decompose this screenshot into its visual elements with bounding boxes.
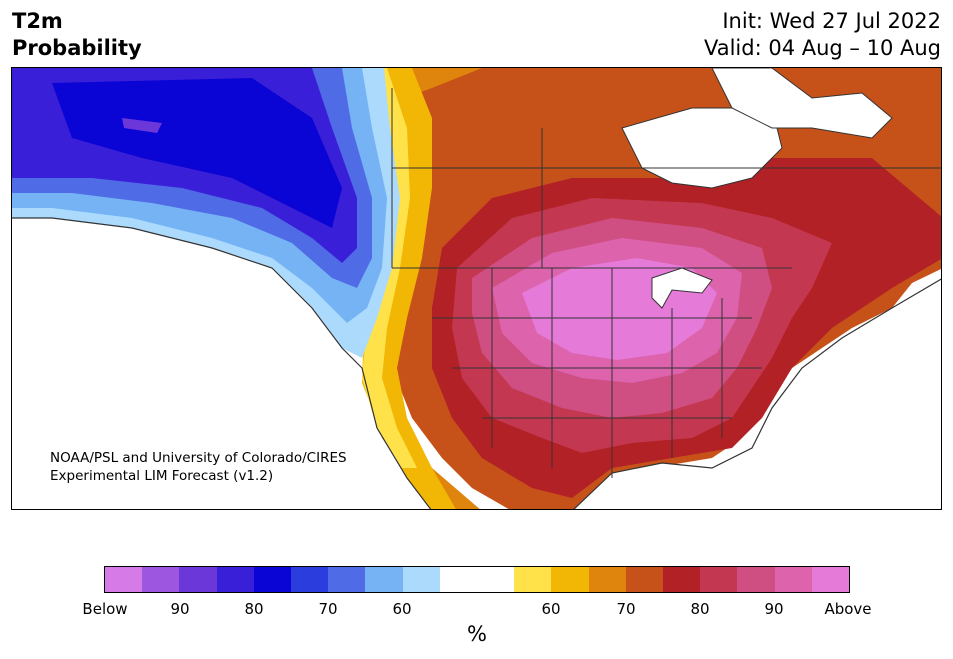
colorbar-swatch-18	[774, 567, 812, 592]
map-title: T2m Probability	[12, 8, 142, 62]
colorbar-swatch-10	[477, 567, 515, 592]
colorbar-swatch-12	[551, 567, 589, 592]
colorbar-swatch-4	[253, 567, 292, 592]
map-canvas	[12, 68, 941, 509]
credit-line-2: Experimental LIM Forecast (v1.2)	[50, 468, 274, 484]
colorbar-swatch-15	[663, 567, 701, 592]
colorbar-unit: %	[467, 622, 487, 646]
colorbar-swatch-14	[625, 567, 664, 592]
tick-label-70-above: 70	[616, 600, 636, 618]
colorbar-swatch-1	[142, 567, 180, 592]
tick-label-80-above: 80	[690, 600, 710, 618]
state-borders	[391, 88, 941, 478]
tick-label-above: Above	[824, 600, 872, 618]
colorbar-swatch-5	[291, 567, 329, 592]
init-date: Init: Wed 27 Jul 2022	[722, 9, 941, 33]
tick-label-60-below: 60	[392, 600, 412, 618]
title-line-2: Probability	[12, 36, 142, 60]
tick-label-90-above: 90	[764, 600, 784, 618]
tick-label-60-above: 60	[541, 600, 561, 618]
credit-text: NOAA/PSL and University of Colorado/CIRE…	[50, 449, 347, 485]
colorbar-swatch-11	[514, 567, 552, 592]
arctic-islands	[711, 68, 893, 139]
colorbar-swatch-8	[402, 567, 440, 592]
tick-label-70-below: 70	[318, 600, 338, 618]
colorbar-swatch-6	[328, 567, 366, 592]
colorbar-swatch-13	[588, 567, 626, 592]
valid-range: Valid: 04 Aug – 10 Aug	[703, 36, 941, 60]
colorbar-swatch-16	[700, 567, 738, 592]
region-violet	[122, 118, 162, 133]
colorbar-swatch-2	[179, 567, 217, 592]
coastline	[12, 217, 941, 509]
credit-line-1: NOAA/PSL and University of Colorado/CIRE…	[50, 450, 347, 466]
colorbar-swatch-3	[216, 567, 254, 592]
probability-map: NOAA/PSL and University of Colorado/CIRE…	[11, 67, 942, 510]
tick-label-90-below: 90	[170, 600, 190, 618]
colorbar-swatch-17	[737, 567, 775, 592]
colorbar-legend	[104, 566, 850, 593]
colorbar-swatch-0	[105, 567, 143, 592]
tick-label-below: Below	[82, 600, 128, 618]
gulf-of-mexico	[574, 463, 732, 509]
colorbar-swatch-9	[439, 567, 478, 592]
tick-label-80-below: 80	[244, 600, 264, 618]
title-line-1: T2m	[12, 9, 63, 33]
great-lakes	[651, 267, 713, 309]
forecast-dates: Init: Wed 27 Jul 2022 Valid: 04 Aug – 10…	[704, 8, 941, 62]
colorbar-swatch-19	[811, 567, 850, 592]
region-deep-blue	[52, 78, 342, 228]
colorbar-swatch-7	[365, 567, 403, 592]
